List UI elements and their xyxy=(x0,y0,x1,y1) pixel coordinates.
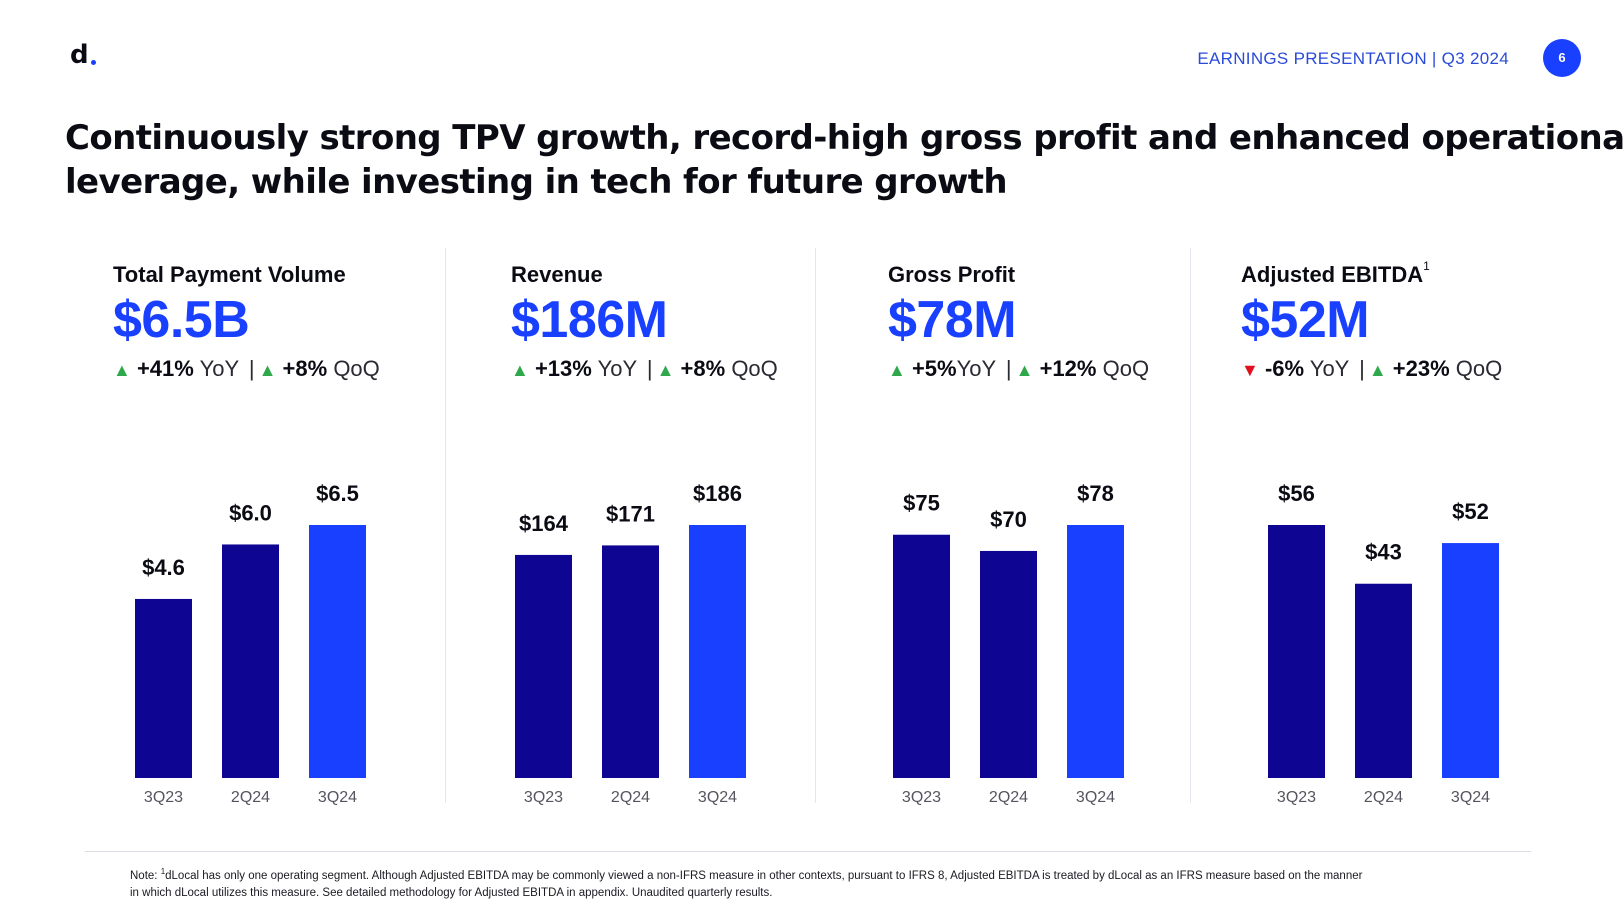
metric-name: Revenue xyxy=(511,262,603,287)
x-axis-tick-label: 3Q24 xyxy=(1451,789,1490,806)
metric-name: Gross Profit xyxy=(888,262,1016,287)
qoq-label: QoQ xyxy=(1455,356,1503,381)
metric-name: Total Payment Volume xyxy=(113,262,346,287)
x-axis-tick-label: 3Q24 xyxy=(1076,789,1115,806)
metric-name: Adjusted EBITDA1 xyxy=(1241,259,1430,287)
bar-2q24 xyxy=(222,544,279,778)
metric-change: ▲ +13% YoY | ▲ +8% QoQ xyxy=(511,356,881,382)
logo-dot xyxy=(91,60,96,65)
footnote: Note: 1dLocal has only one operating seg… xyxy=(130,863,1490,902)
panel-adjusted-ebitda: Adjusted EBITDA1 $52M ▼ -6% YoY | ▲ +23% … xyxy=(1241,259,1611,382)
bar-value-label: $75 xyxy=(903,491,940,516)
yoy-change: +13% xyxy=(534,356,592,381)
yoy-label: YoY xyxy=(1309,356,1349,381)
qoq-change: +12% xyxy=(1039,356,1097,381)
bar-3q24 xyxy=(689,525,746,778)
metric-change: ▲ +41% YoY | ▲ +8% QoQ xyxy=(113,356,483,382)
up-triangle-icon: ▲ xyxy=(656,360,675,380)
bar-value-label: $6.5 xyxy=(316,481,359,506)
x-axis-tick-label: 3Q23 xyxy=(144,789,183,806)
bar-value-label: $6.0 xyxy=(229,500,272,525)
bar-value-label: $56 xyxy=(1278,481,1315,506)
bar-2q24 xyxy=(1355,583,1412,778)
separator: | xyxy=(1359,356,1365,381)
yoy-change: +41% xyxy=(136,356,194,381)
bar-value-label: $4.6 xyxy=(142,555,185,580)
down-triangle-icon: ▼ xyxy=(1241,360,1259,380)
bar-value-label: $43 xyxy=(1365,540,1402,565)
x-axis-tick-label: 2Q24 xyxy=(989,789,1028,806)
bar-value-label: $78 xyxy=(1077,481,1114,506)
up-triangle-icon: ▲ xyxy=(888,360,906,380)
bar-value-label: $186 xyxy=(693,481,742,506)
panel-divider xyxy=(815,248,816,803)
bar-3q24 xyxy=(309,525,366,778)
panel-tpv: Total Payment Volume $6.5B ▲ +41% YoY | ▲… xyxy=(113,262,483,382)
footnote-marker: 1 xyxy=(1423,259,1430,273)
bar-value-label: $70 xyxy=(990,507,1027,532)
bar-3q24 xyxy=(1442,543,1499,778)
metric-value: $78M xyxy=(888,291,1017,349)
metric-value: $6.5B xyxy=(113,291,250,349)
up-triangle-icon: ▲ xyxy=(1015,360,1034,380)
panel-revenue: Revenue $186M ▲ +13% YoY | ▲ +8% QoQ xyxy=(511,262,881,382)
separator: | xyxy=(646,356,653,381)
yoy-label: YoY xyxy=(956,356,996,381)
bar-value-label: $52 xyxy=(1452,499,1489,524)
metric-change: ▲ +5%YoY | ▲ +12% QoQ xyxy=(888,356,1258,382)
up-triangle-icon: ▲ xyxy=(511,360,529,380)
x-axis-tick-label: 2Q24 xyxy=(231,789,270,806)
metric-change: ▼ -6% YoY | ▲ +23% QoQ xyxy=(1241,356,1611,382)
qoq-label: QoQ xyxy=(1102,356,1150,381)
metric-value: $52M xyxy=(1241,291,1370,349)
presentation-label: EARNINGS PRESENTATION | Q3 2024 xyxy=(1197,49,1509,68)
x-axis-tick-label: 3Q23 xyxy=(524,789,563,806)
separator: | xyxy=(248,356,255,381)
qoq-label: QoQ xyxy=(731,356,778,381)
yoy-label: YoY xyxy=(597,356,637,381)
qoq-change: +8% xyxy=(282,356,328,381)
bar-2q24 xyxy=(980,550,1037,778)
yoy-label: YoY xyxy=(199,356,239,381)
metric-value: $186M xyxy=(511,291,668,349)
panel-divider xyxy=(1190,248,1191,803)
x-axis-tick-label: 3Q23 xyxy=(902,789,941,806)
up-triangle-icon: ▲ xyxy=(1368,360,1387,380)
bar-3q24 xyxy=(1067,525,1124,778)
footer-divider xyxy=(85,851,1531,852)
x-axis-tick-label: 3Q23 xyxy=(1277,789,1316,806)
bar-3q23 xyxy=(1268,525,1325,778)
separator: | xyxy=(1005,356,1012,381)
slide-title: Continuously strong TPV growth, record-h… xyxy=(65,116,1623,204)
up-triangle-icon: ▲ xyxy=(113,360,131,380)
page-number-badge: 6 xyxy=(1543,39,1581,77)
x-axis-tick-label: 2Q24 xyxy=(1364,789,1403,806)
qoq-change: +8% xyxy=(680,356,726,381)
x-axis-tick-label: 2Q24 xyxy=(611,789,650,806)
slide-title-line-1: Continuously strong TPV growth, record-h… xyxy=(65,118,1623,158)
footnote-line-2: in which dLocal utilizes this measure. S… xyxy=(130,886,773,899)
bar-value-label: $171 xyxy=(606,501,655,526)
footnote-line-1: Note: 1dLocal has only one operating seg… xyxy=(130,867,1363,882)
up-triangle-icon: ▲ xyxy=(258,360,277,380)
yoy-change: +5% xyxy=(911,356,957,381)
bar-3q23 xyxy=(135,598,192,778)
qoq-change: +23% xyxy=(1392,356,1450,381)
dlocal-logo: d xyxy=(70,40,89,70)
bar-3q23 xyxy=(893,534,950,778)
bar-value-label: $164 xyxy=(519,511,569,536)
qoq-label: QoQ xyxy=(333,356,380,381)
x-axis-tick-label: 3Q24 xyxy=(318,789,357,806)
panel-divider xyxy=(445,248,446,803)
panel-gross-profit: Gross Profit $78M ▲ +5%YoY | ▲ +12% QoQ xyxy=(888,262,1258,382)
bar-3q23 xyxy=(515,554,572,778)
slide-title-line-2: leverage, while investing in tech for fu… xyxy=(65,162,1008,202)
yoy-change: -6% xyxy=(1264,356,1305,381)
x-axis-tick-label: 3Q24 xyxy=(698,789,737,806)
bar-2q24 xyxy=(602,545,659,778)
